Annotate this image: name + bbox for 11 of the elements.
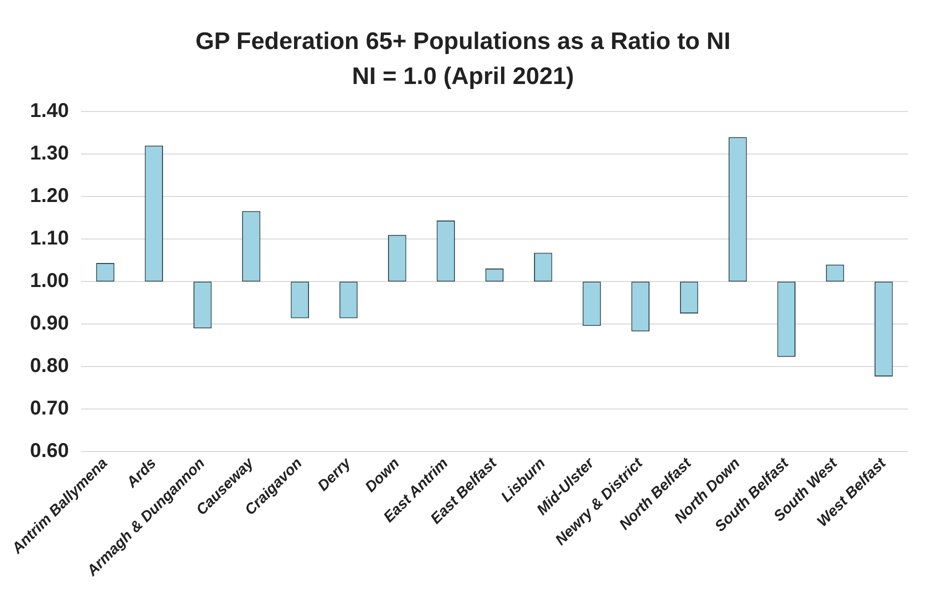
y-tick-label: 0.60 xyxy=(30,440,69,462)
y-tick-label: 1.20 xyxy=(30,185,69,208)
y-tick-label: 0.70 xyxy=(30,398,69,420)
y-tick-label: 1.10 xyxy=(30,228,69,250)
y-tick-label: 1.00 xyxy=(30,270,69,292)
y-tick-label: 0.80 xyxy=(30,355,69,378)
y-tick-label: 1.30 xyxy=(30,142,69,165)
y-tick-label: 0.90 xyxy=(30,312,69,335)
chart-title: GP Federation 65+ Populations as a Ratio to NI xyxy=(195,28,731,56)
chart-subtitle: NI = 1.0 (April 2021) xyxy=(352,62,574,90)
y-tick-label: 1.40 xyxy=(30,100,69,122)
